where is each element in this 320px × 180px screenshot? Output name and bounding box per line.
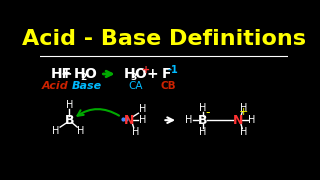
Text: B: B [65,114,74,127]
Text: -: - [205,106,210,119]
Text: Acid: Acid [42,80,69,91]
Text: +: + [141,65,150,75]
Text: HF: HF [51,67,72,81]
Text: H: H [132,127,139,138]
Text: H: H [240,127,247,138]
Text: H: H [77,126,85,136]
Text: B: B [198,114,207,127]
Text: H: H [199,127,206,138]
Text: N: N [124,114,134,127]
Text: O: O [84,67,96,81]
Text: 3: 3 [131,73,137,82]
Text: H: H [185,115,193,125]
Text: H: H [199,103,206,113]
Text: -1: -1 [168,65,179,75]
Text: H: H [140,104,147,114]
Text: H: H [74,67,86,81]
Text: N: N [232,114,243,127]
Text: H: H [52,126,59,136]
Text: H: H [66,100,73,110]
FancyArrowPatch shape [77,109,119,116]
Text: +: + [60,67,72,81]
Text: H: H [124,67,135,81]
Text: +: + [239,107,249,118]
Text: F: F [162,67,171,81]
Text: 2: 2 [80,73,86,82]
Text: CB: CB [160,80,176,91]
Text: H: H [240,103,247,113]
Text: CA: CA [129,80,143,91]
Text: H: H [248,115,255,125]
Text: Base: Base [71,80,101,91]
Text: O: O [134,67,146,81]
Text: Acid - Base Definitions: Acid - Base Definitions [22,29,306,49]
Text: +: + [147,67,158,81]
Text: H: H [140,115,147,125]
